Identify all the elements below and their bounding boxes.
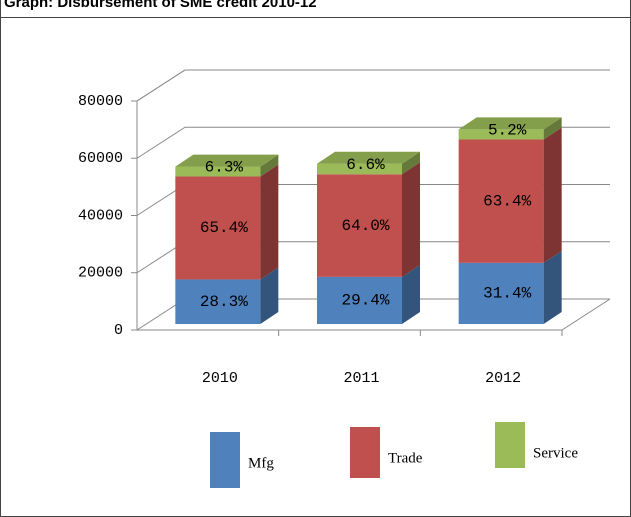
y-tick-label: 60000	[78, 150, 123, 167]
data-label: 5.2%	[488, 122, 527, 140]
bar-front	[317, 276, 402, 324]
y-tick-label: 40000	[78, 207, 123, 224]
bar-front	[458, 262, 544, 324]
bar-side	[260, 164, 279, 280]
bar-front	[458, 139, 544, 263]
data-label: 6.3%	[205, 159, 244, 177]
data-label: 31.4%	[483, 285, 531, 303]
legend-label: Service	[533, 445, 578, 461]
bar-side	[543, 250, 562, 324]
x-tick-label: 2010	[202, 370, 238, 387]
data-label: 6.6%	[346, 156, 385, 174]
bar-front	[175, 166, 261, 177]
data-label: 63.4%	[483, 192, 531, 210]
data-label: 65.4%	[200, 219, 248, 237]
y-tick-label: 20000	[78, 265, 123, 282]
bar-side	[402, 162, 420, 277]
bar-front	[175, 176, 261, 280]
bar-side	[543, 127, 562, 263]
data-label: 64.0%	[341, 217, 389, 235]
grid-line	[136, 69, 610, 102]
bar-side	[543, 117, 562, 140]
chart-title: Graph: Disbursement of SME credit 2010-1…	[4, 0, 317, 11]
bar-side	[402, 264, 420, 324]
bar-top	[458, 117, 562, 130]
legend-label: Trade	[388, 450, 423, 466]
bar-front	[175, 279, 261, 324]
bar-side	[260, 154, 279, 177]
data-label: 28.3%	[200, 293, 248, 311]
bar-front	[317, 174, 402, 277]
bar-front	[458, 129, 544, 140]
x-tick-label: 2012	[485, 370, 521, 387]
bar-side	[402, 151, 420, 175]
bar-top	[317, 151, 420, 164]
bar-side	[260, 267, 279, 324]
bar-top	[175, 154, 279, 167]
data-label: 29.4%	[341, 292, 389, 310]
legend-label: Mfg	[248, 455, 274, 471]
bar-front	[317, 163, 402, 175]
x-tick-label: 2011	[343, 370, 379, 387]
legend-swatch	[350, 427, 380, 478]
y-tick-label: 80000	[78, 93, 123, 110]
legend-swatch	[495, 422, 525, 468]
legend-swatch	[210, 432, 240, 488]
y-tick-label: 0	[114, 322, 123, 339]
